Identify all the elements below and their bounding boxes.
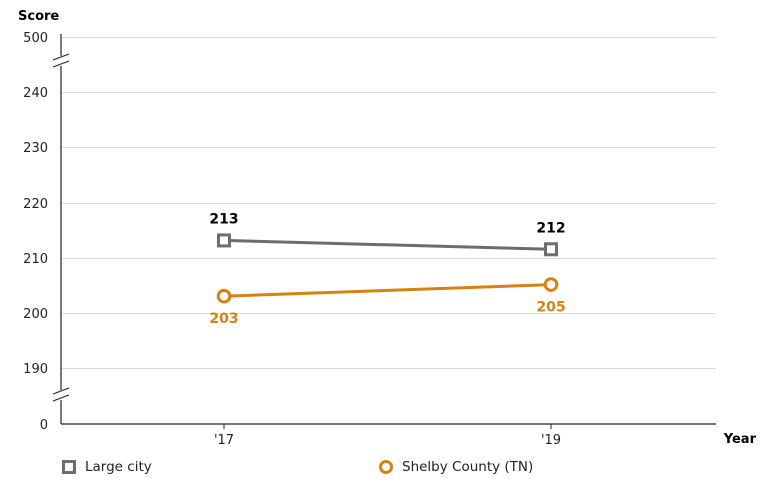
- series-large-city: 213 212: [209, 211, 566, 257]
- axis-break-bottom: [52, 387, 70, 402]
- data-label: 213: [209, 211, 238, 227]
- axis-break-top: [52, 53, 70, 68]
- series-layer: 213 212 203 205: [209, 211, 565, 327]
- legend-item-shelby-county: Shelby County (TN): [378, 459, 533, 475]
- y-tick-label: 230: [23, 141, 48, 156]
- data-point-square: [217, 233, 231, 248]
- legend-item-large-city: Large city: [61, 459, 152, 475]
- x-axis: '17 '19 Year: [61, 423, 757, 448]
- y-tick-label: 200: [23, 307, 48, 322]
- series-line: [223, 238, 552, 251]
- y-axis-title: Score: [18, 9, 59, 24]
- series-shelby-county-tn: 203 205: [209, 277, 566, 327]
- y-tick-label: 190: [23, 362, 48, 377]
- y-tick-label: 240: [23, 86, 48, 101]
- y-tick-label: 220: [23, 197, 48, 212]
- circle-marker-icon: [379, 460, 393, 474]
- gridlines: [61, 37, 716, 369]
- x-tick-label: '19: [541, 433, 561, 448]
- square-marker-icon: [62, 460, 76, 474]
- legend-label: Large city: [85, 459, 152, 475]
- y-tick-label: 0: [40, 418, 48, 433]
- data-label: 212: [536, 220, 565, 236]
- y-tick-label: 210: [23, 252, 48, 267]
- data-point-circle: [216, 288, 232, 304]
- data-point-square: [544, 242, 558, 257]
- data-label: 205: [536, 300, 565, 316]
- x-tick-label: '17: [214, 433, 234, 448]
- data-point-circle: [543, 277, 559, 292]
- legend: Large city Shelby County (TN): [0, 459, 772, 479]
- x-axis-title: Year: [723, 432, 757, 447]
- data-label: 203: [209, 311, 238, 327]
- y-axis: Score 500 240 230 220 210 200 190 0: [18, 9, 70, 433]
- series-line: [223, 283, 552, 298]
- y-tick-label: 500: [23, 31, 48, 46]
- legend-label: Shelby County (TN): [402, 459, 534, 475]
